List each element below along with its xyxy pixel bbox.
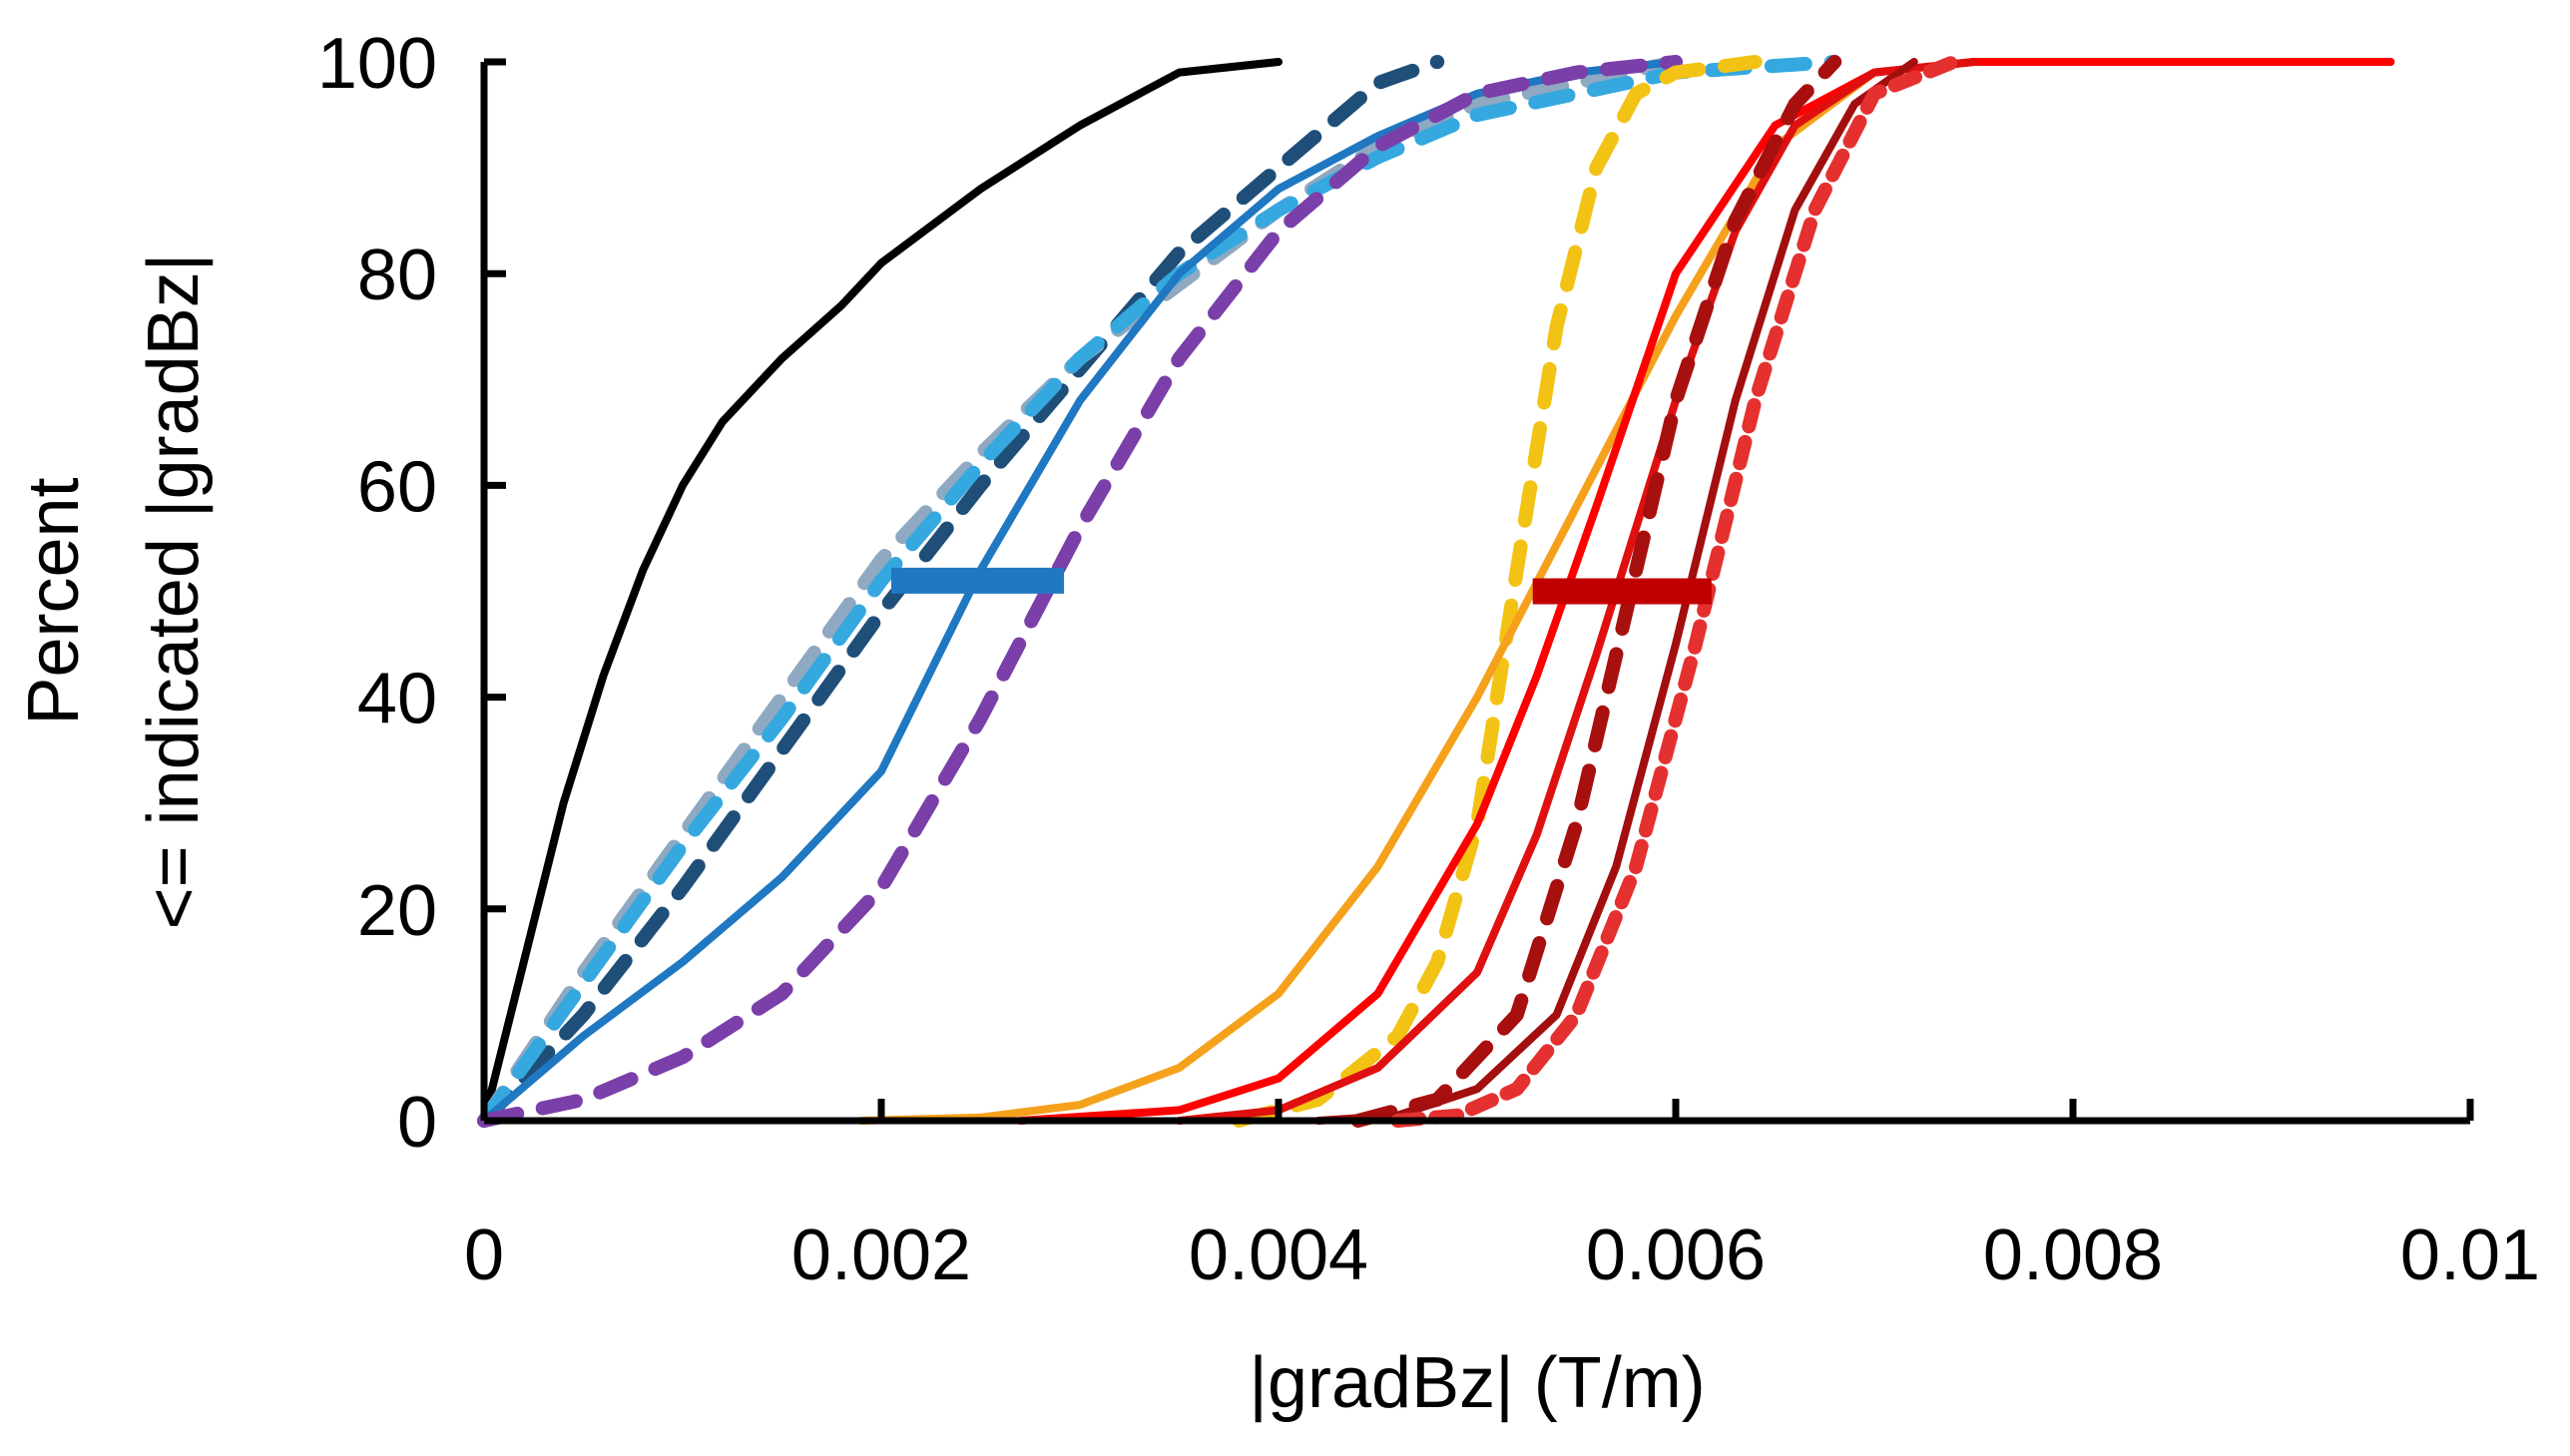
series-purple-dashed <box>477 55 1683 1128</box>
y-tick-label: 0 <box>397 1083 437 1163</box>
series-yellow-dashed <box>1232 55 1763 1128</box>
y-tick-label: 100 <box>317 24 437 104</box>
median-marker-layer <box>890 567 1712 605</box>
y-tick-label: 80 <box>357 236 437 315</box>
series-gray-dashed <box>477 55 1683 1128</box>
x-tick-layer: 0 0.002 0.004 0.006 0.008 0.01 <box>464 1099 2540 1295</box>
series-red-solid-2 <box>1175 58 1978 1125</box>
series-blue-solid <box>480 58 1680 1125</box>
series-darkred-dashed <box>1350 55 1842 1128</box>
series-lightblue-dashed <box>477 55 1842 1128</box>
y-tick-label: 20 <box>357 871 437 951</box>
series-darkred-solid <box>1313 58 1918 1125</box>
x-axis-title: |gradBz| (T/m) <box>1249 1343 1705 1423</box>
y-axis-title-line-1: Percent <box>14 477 94 725</box>
axes-layer <box>480 62 2470 1125</box>
x-tick-label: 0.004 <box>1189 1215 1368 1295</box>
y-tick-label: 60 <box>357 447 437 527</box>
series-layer <box>477 55 2395 1128</box>
x-tick-label: 0.002 <box>791 1215 971 1295</box>
y-tick-layer: 0 20 40 60 80 100 <box>317 24 506 1163</box>
x-tick-label: 0.006 <box>1586 1215 1766 1295</box>
series-red-dotted <box>1390 55 1961 1128</box>
series-navy-dashed <box>477 55 1445 1128</box>
y-axis-title-line-2: <= indicated |gradBz| <box>134 253 214 930</box>
y-axis-title: Percent <= indicated |gradBz| <box>14 253 214 930</box>
x-tick-label: 0 <box>464 1215 504 1295</box>
y-tick-label: 40 <box>357 660 437 739</box>
x-tick-label: 0.01 <box>2400 1215 2540 1295</box>
series-black-solid <box>480 58 1283 1125</box>
x-tick-label: 0.008 <box>1983 1215 2163 1295</box>
